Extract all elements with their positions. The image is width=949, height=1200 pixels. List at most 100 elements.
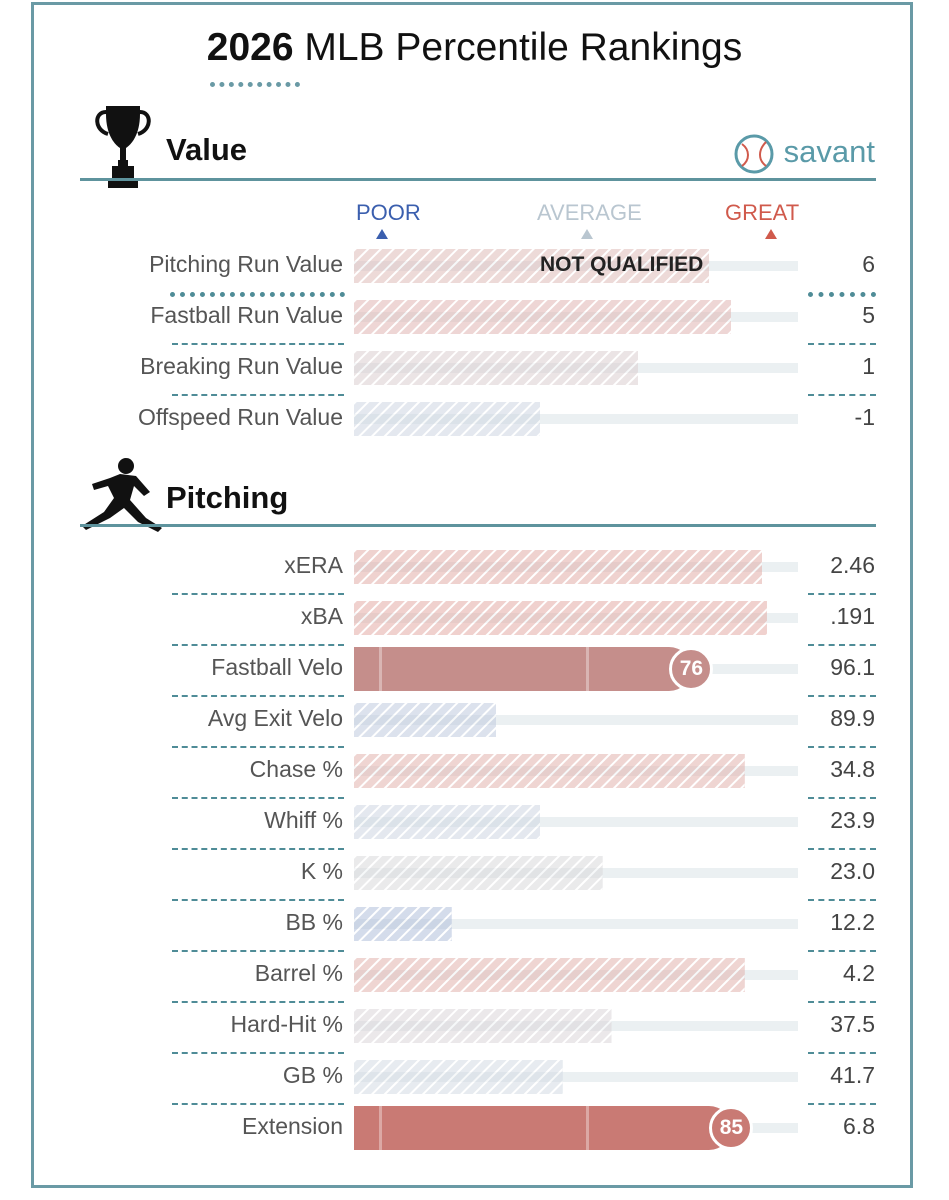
row-divider	[172, 1102, 344, 1105]
metric-value-offspeed-run-value: -1	[854, 404, 875, 430]
pitcher-icon	[82, 458, 162, 532]
metric-value-extension: 6.8	[843, 1113, 875, 1139]
percentile-bar-breaking-run-value	[354, 351, 639, 385]
title-year: 2026	[206, 26, 294, 69]
metric-label-pitching-run-value: Pitching Run Value	[149, 251, 343, 277]
percentile-bar-pitching-run-value	[354, 249, 710, 283]
bar-gridline	[586, 1106, 589, 1150]
row-divider	[172, 1000, 344, 1003]
metric-label-whiff: Whiff %	[264, 807, 343, 833]
title-text: MLB Percentile Rankings	[304, 26, 743, 69]
percentile-badge-fastball-velo: 76	[669, 647, 714, 691]
row-divider	[172, 342, 344, 345]
row-divider	[808, 898, 876, 901]
row-divider	[172, 847, 344, 850]
brand-label: savant	[783, 134, 875, 169]
row-divider	[808, 1000, 876, 1003]
row-divider	[808, 745, 876, 748]
row-divider	[172, 898, 344, 901]
metric-label-chase: Chase %	[249, 756, 343, 782]
metric-value-chase: 34.8	[830, 756, 875, 782]
title-underline	[210, 82, 300, 87]
metric-value-fastball-velo: 96.1	[830, 654, 875, 680]
percentile-bar-whiff	[354, 805, 541, 839]
metric-value-barrel: 4.2	[843, 960, 875, 986]
scale-poor-label: POOR	[356, 200, 421, 225]
percentile-bar-xera	[354, 550, 763, 584]
bar-gridline	[586, 647, 589, 691]
metric-label-gb: GB %	[282, 1062, 343, 1088]
percentile-track	[354, 1072, 798, 1082]
pitching-section-title: Pitching	[166, 480, 289, 515]
percentile-bar-barrel	[354, 958, 745, 992]
row-divider	[172, 1051, 344, 1054]
metric-value-gb: 41.7	[830, 1062, 875, 1088]
great-marker-icon	[765, 229, 777, 239]
metric-label-barrel: Barrel %	[254, 960, 343, 986]
metric-value-breaking-run-value: 1	[862, 353, 875, 379]
value-section-title: Value	[166, 132, 247, 167]
metric-value-bb: 12.2	[830, 909, 875, 935]
row-divider	[808, 393, 876, 396]
metric-value-fastball-run-value: 5	[862, 302, 875, 328]
percentile-bar-gb	[354, 1060, 563, 1094]
metric-value-xba: .191	[830, 603, 875, 629]
row-divider	[808, 949, 876, 952]
row-divider	[808, 1051, 876, 1054]
row-divider	[172, 796, 344, 799]
percentile-bar-offspeed-run-value	[354, 402, 541, 436]
percentile-track	[354, 715, 798, 725]
poor-marker-icon	[376, 229, 388, 239]
metric-label-bb: BB %	[285, 909, 343, 935]
bar-gridline	[379, 1106, 382, 1150]
percentile-track	[354, 414, 798, 424]
row-divider	[172, 949, 344, 952]
row-divider	[172, 745, 344, 748]
percentile-track	[354, 817, 798, 827]
metric-label-fastball-velo: Fastball Velo	[211, 654, 343, 680]
not-qualified-label: NOT QUALIFIED	[540, 253, 704, 276]
percentile-bar-chase	[354, 754, 745, 788]
row-divider	[808, 643, 876, 646]
percentile-badge-extension: 85	[709, 1106, 754, 1150]
percentile-track	[354, 919, 798, 929]
metric-value-k: 23.0	[830, 858, 875, 884]
row-divider	[170, 291, 345, 297]
metric-label-extension: Extension	[241, 1113, 343, 1139]
metric-label-avg-exit-velo: Avg Exit Velo	[207, 705, 343, 731]
metric-value-xera: 2.46	[830, 552, 875, 578]
percentile-bar-k	[354, 856, 603, 890]
row-divider	[172, 694, 344, 697]
percentile-bar-extension	[354, 1106, 732, 1150]
row-divider	[172, 643, 344, 646]
metric-value-pitching-run-value: 6	[862, 251, 875, 277]
row-divider	[808, 796, 876, 799]
percentile-bar-fastball-velo	[354, 647, 692, 691]
percentile-bar-hard-hit	[354, 1009, 612, 1043]
percentile-bar-xba	[354, 601, 767, 635]
metric-value-hard-hit: 37.5	[830, 1011, 875, 1037]
bar-gridline	[379, 647, 382, 691]
metric-label-k: K %	[300, 858, 343, 884]
value-section-rule	[80, 178, 876, 181]
row-divider	[808, 694, 876, 697]
row-divider	[808, 847, 876, 850]
percentile-bar-bb	[354, 907, 452, 941]
card-frame	[31, 2, 913, 1188]
page-title: 2026 MLB Percentile Rankings	[0, 26, 949, 70]
percentile-bar-avg-exit-velo	[354, 703, 497, 737]
metric-label-hard-hit: Hard-Hit %	[230, 1011, 343, 1037]
pitching-section-rule	[80, 524, 876, 527]
percentile-bar-fastball-run-value	[354, 300, 732, 334]
metric-label-breaking-run-value: Breaking Run Value	[140, 353, 343, 379]
row-divider	[808, 1102, 876, 1105]
row-divider	[808, 342, 876, 345]
row-divider	[808, 291, 876, 297]
row-divider	[808, 592, 876, 595]
scale-great-label: GREAT	[725, 200, 800, 225]
metric-label-fastball-run-value: Fastball Run Value	[150, 302, 343, 328]
metric-label-xba: xBA	[300, 603, 343, 629]
row-divider	[172, 592, 344, 595]
row-divider	[172, 393, 344, 396]
baseball-logo-icon	[734, 134, 774, 174]
